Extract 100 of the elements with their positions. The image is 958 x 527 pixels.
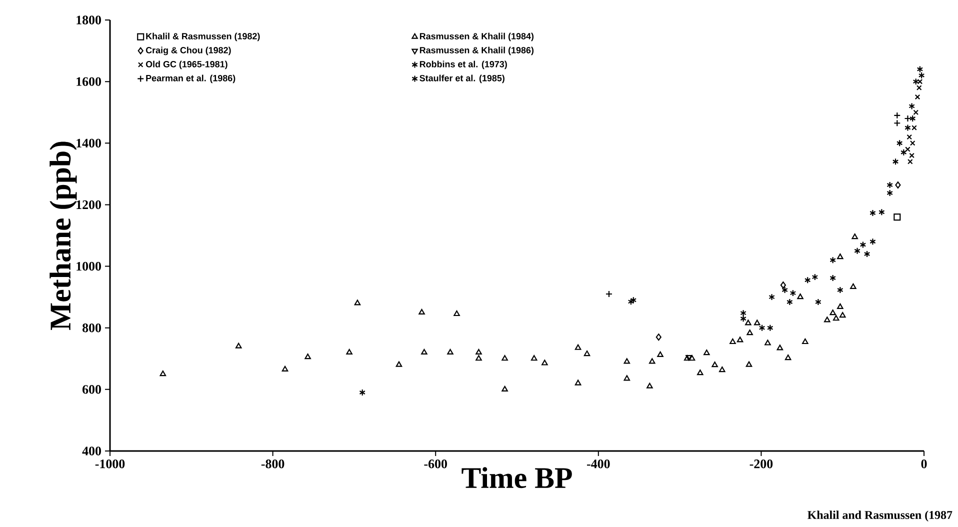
- point: [812, 274, 818, 281]
- legend-label: Pearman et al. (1986): [146, 74, 236, 84]
- point: [786, 298, 793, 306]
- y-tick-label: 1800: [76, 16, 101, 24]
- point: [502, 355, 508, 361]
- point: [837, 286, 844, 294]
- point: [282, 366, 288, 372]
- y-tick-label: 1000: [76, 262, 101, 271]
- point: [574, 380, 582, 386]
- point: [804, 276, 811, 284]
- point: [730, 338, 736, 344]
- point: [657, 351, 664, 357]
- legend-label: Khalil & Rasmussen (1982): [146, 32, 260, 42]
- point: [764, 340, 771, 346]
- y-tick-label: 1200: [76, 200, 101, 210]
- text: Khalil and Rasmussen (1987: [808, 510, 952, 522]
- point: [767, 324, 774, 332]
- point: [905, 146, 910, 152]
- y-tick-label: 600: [82, 385, 101, 394]
- point: [359, 388, 366, 396]
- point: [656, 334, 662, 341]
- point: [815, 298, 822, 306]
- point: [235, 342, 242, 348]
- point: [684, 355, 690, 361]
- x-tick-label: -600: [424, 460, 447, 468]
- point: [906, 134, 912, 140]
- point: [894, 213, 901, 221]
- point: [802, 338, 808, 344]
- x-tick-label: -200: [750, 460, 773, 468]
- point: [447, 348, 454, 355]
- point: [768, 294, 775, 301]
- point: [790, 290, 796, 297]
- x-tick-label: -400: [587, 460, 610, 468]
- point: [304, 354, 311, 360]
- point: [878, 208, 885, 216]
- point: [758, 324, 766, 332]
- point: [697, 370, 704, 376]
- x-axis-title: Time BP: [462, 467, 572, 488]
- point: [839, 312, 846, 318]
- point: [912, 78, 920, 86]
- point: [686, 355, 692, 361]
- point: [824, 316, 830, 322]
- point: [354, 300, 361, 306]
- point: [912, 125, 917, 130]
- point: [854, 247, 860, 254]
- point: [784, 354, 792, 360]
- point: [837, 254, 844, 260]
- point: [870, 209, 876, 217]
- y-tick-label: 400: [82, 446, 101, 456]
- legend-label: Robbins et al. (1973): [420, 60, 507, 70]
- legend-label: Staulfer et al. (1985): [420, 74, 504, 84]
- legend-label: Craig & Chou (1982): [146, 46, 231, 56]
- point: [688, 355, 696, 361]
- legend-label: Rasmussen & Khalil (1986): [420, 46, 534, 56]
- point: [346, 348, 352, 355]
- point: [852, 233, 858, 240]
- y-tick-label: 1400: [76, 138, 101, 148]
- point: [909, 152, 914, 158]
- point: [895, 181, 901, 189]
- point: [832, 315, 840, 321]
- point: [830, 310, 836, 316]
- point: [646, 382, 653, 388]
- point: [782, 286, 788, 294]
- point: [870, 238, 876, 246]
- point: [746, 330, 753, 336]
- point: [736, 336, 744, 342]
- point: [712, 362, 718, 368]
- point: [476, 355, 482, 361]
- point: [910, 140, 916, 146]
- point: [904, 124, 911, 132]
- point: [913, 110, 919, 116]
- point: [886, 181, 893, 189]
- point: [776, 344, 784, 350]
- point: [908, 158, 913, 164]
- y-axis-title: Methane (ppb): [50, 142, 77, 330]
- point: [421, 348, 428, 355]
- y-tick-label: 800: [82, 323, 101, 332]
- point: [542, 360, 548, 366]
- y-tick-label: 1600: [76, 77, 101, 86]
- point: [892, 158, 899, 166]
- point: [916, 85, 922, 90]
- legend-label: Rasmussen & Khalil (1984): [420, 32, 534, 42]
- x-tick-label: -800: [261, 460, 284, 468]
- point: [648, 358, 656, 364]
- point: [418, 308, 425, 315]
- x-tick-label: 0: [921, 460, 927, 468]
- point: [624, 375, 630, 381]
- point: [900, 148, 907, 156]
- point: [454, 310, 460, 316]
- point: [864, 250, 870, 258]
- point: [718, 366, 726, 372]
- point: [909, 114, 916, 122]
- point: [886, 189, 893, 197]
- legend-label: Old GC (1965-1981): [146, 60, 228, 70]
- point: [160, 370, 166, 376]
- point: [584, 350, 590, 356]
- point: [797, 294, 804, 300]
- point: [502, 386, 508, 392]
- point: [908, 102, 915, 110]
- point: [860, 241, 866, 248]
